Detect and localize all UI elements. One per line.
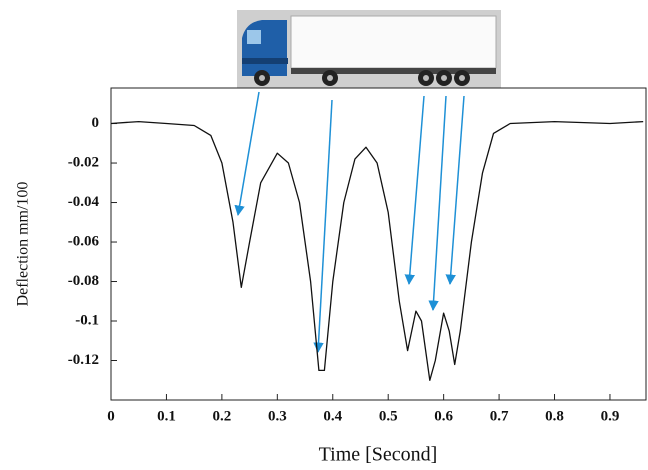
x-tick-label: 0.7: [490, 408, 509, 424]
x-tick-label: 0.2: [213, 408, 232, 424]
x-axis-label: Time [Second]: [319, 444, 438, 466]
y-tick-label: -0.04: [68, 194, 100, 210]
x-tick-label: 0: [107, 408, 115, 424]
y-axis-label: Deflection mm/100: [15, 182, 32, 307]
x-tick-label: 0.3: [268, 408, 287, 424]
axle-arrows: [234, 91, 465, 354]
x-tick-label: 0.1: [157, 408, 176, 424]
y-tick-label: -0.1: [75, 312, 99, 328]
x-tick-label: 0.8: [545, 408, 564, 424]
y-tick-label: 0: [92, 115, 100, 131]
x-tick-label: 0.5: [379, 408, 398, 424]
x-tick-label: 0.4: [323, 408, 342, 424]
y-tick-label: -0.02: [68, 154, 99, 170]
y-tick-label: -0.12: [68, 352, 99, 368]
y-tick-label: -0.06: [68, 233, 100, 249]
data-line: [110, 120, 644, 381]
x-tick-label: 0.9: [601, 408, 620, 424]
x-tick-label: 0.6: [434, 408, 453, 424]
y-tick-label: -0.08: [68, 273, 99, 289]
plot-frame: [110, 87, 647, 401]
truck-illustration: [237, 10, 501, 88]
